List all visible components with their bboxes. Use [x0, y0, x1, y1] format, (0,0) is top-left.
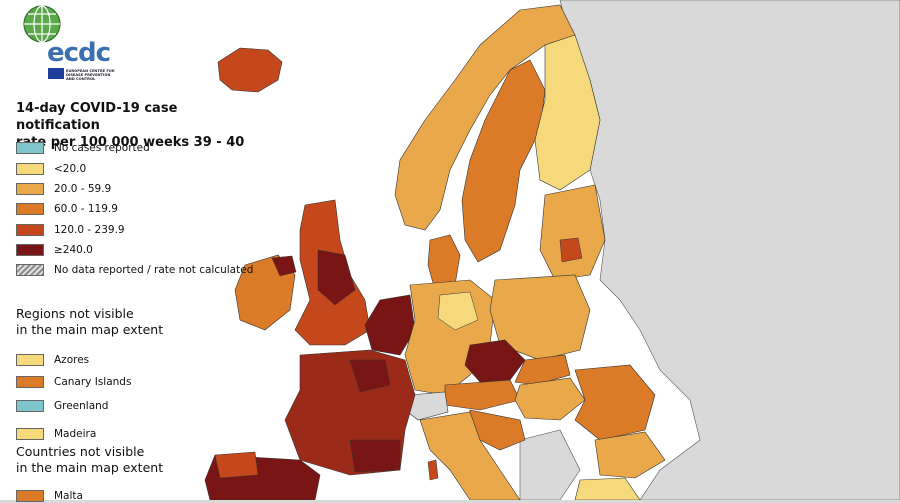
- legend-swatch: [16, 142, 44, 154]
- iceland: [217, 47, 283, 93]
- uk-north-england: [317, 249, 356, 306]
- regions-heading-line2: in the main map extent: [16, 322, 164, 337]
- germany-north: [437, 291, 479, 331]
- italy: [419, 411, 521, 500]
- finland: [534, 34, 601, 191]
- countries-heading-line2: in the main map extent: [16, 460, 164, 475]
- legend-label: <20.0: [54, 163, 87, 175]
- legend-swatch: [16, 354, 44, 366]
- legend-item: Azores: [16, 353, 89, 367]
- legend-item: No data reported / rate not calculated: [16, 263, 253, 277]
- legend-item: Greenland: [16, 399, 108, 413]
- legend-item: Madeira: [16, 427, 96, 441]
- legend-swatch: [16, 376, 44, 388]
- legend-swatch: [16, 244, 44, 256]
- non-eu-land-balkans: [519, 429, 581, 500]
- legend-label: Azores: [54, 354, 90, 366]
- corsica: [427, 459, 439, 481]
- eu-flag-icon: [48, 68, 64, 79]
- map-title-line2: rate per 100 000 weeks 39 - 40: [16, 135, 245, 150]
- legend-label: 60.0 - 119.9: [54, 203, 118, 215]
- map-title-line1: 14-day COVID-19 case notification: [16, 101, 178, 133]
- legend-swatch: [16, 428, 44, 440]
- legend-label: ≥240.0: [54, 244, 93, 256]
- bulgaria: [594, 431, 666, 479]
- hungary: [514, 377, 586, 421]
- spain-north: [214, 451, 259, 479]
- countries-heading-line1: Countries not visible: [16, 444, 145, 459]
- legend-label: Madeira: [54, 428, 97, 440]
- legend-item: ≥240.0: [16, 243, 93, 257]
- poland: [489, 274, 591, 361]
- legend-item: 120.0 - 239.9: [16, 223, 125, 237]
- legend-swatch: [16, 400, 44, 412]
- legend-swatch: [16, 203, 44, 215]
- legend-label: Greenland: [54, 400, 109, 412]
- legend-swatch: [16, 183, 44, 195]
- france-paris: [349, 359, 391, 393]
- legend-label: 20.0 - 59.9: [54, 183, 112, 195]
- legend-item: No cases reported: [16, 141, 150, 155]
- map-title: 14-day COVID-19 case notification rate p…: [16, 100, 256, 151]
- legend-swatch: [16, 224, 44, 236]
- legend-item: Canary Islands: [16, 375, 131, 389]
- benelux: [364, 294, 416, 356]
- greece: [574, 477, 641, 500]
- legend-swatch-hatched: [16, 264, 44, 276]
- legend-item: <20.0: [16, 162, 86, 176]
- legend-label: Canary Islands: [54, 376, 132, 388]
- logo-text: ecdc: [47, 38, 111, 68]
- northern-ireland: [271, 255, 297, 277]
- regions-heading-line1: Regions not visible: [16, 306, 134, 321]
- legend-label: Malta: [54, 490, 83, 502]
- legend-swatch: [16, 163, 44, 175]
- legend-item: 20.0 - 59.9: [16, 182, 111, 196]
- legend-item: Malta: [16, 489, 83, 503]
- regions-heading: Regions not visible in the main map exte…: [16, 306, 236, 338]
- baltics: [539, 184, 606, 281]
- legend-swatch: [16, 490, 44, 502]
- romania: [574, 364, 656, 441]
- ecdc-logo: ecdc EUROPEAN CENTRE FOR DISEASE PREVENT…: [14, 4, 115, 82]
- legend-item: 60.0 - 119.9: [16, 202, 118, 216]
- latvia-high: [559, 237, 583, 263]
- slovakia: [514, 354, 571, 386]
- legend-label: No data reported / rate not calculated: [54, 264, 254, 276]
- globe-icon: [23, 5, 61, 43]
- countries-heading: Countries not visible in the main map ex…: [16, 444, 236, 476]
- legend-label: No cases reported: [54, 142, 150, 154]
- logo-subtitle: EUROPEAN CENTRE FOR DISEASE PREVENTION A…: [66, 69, 115, 81]
- france-south: [349, 439, 401, 473]
- legend-label: 120.0 - 239.9: [54, 224, 125, 236]
